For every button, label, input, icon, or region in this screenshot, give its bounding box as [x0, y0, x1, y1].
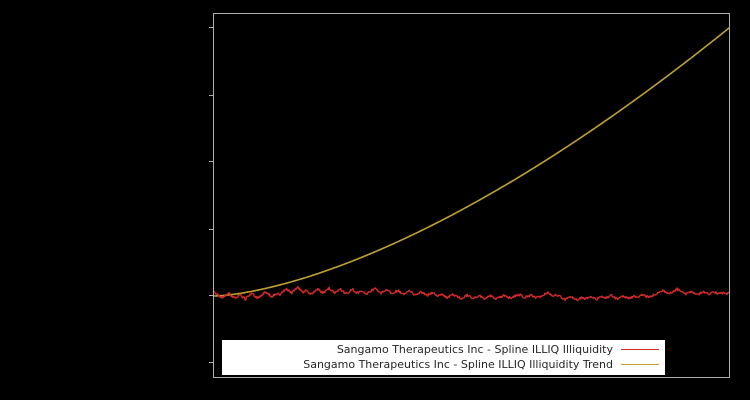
legend-label: Sangamo Therapeutics Inc - Spline ILLIQ … [303, 358, 613, 371]
y-tick-mark [209, 362, 213, 363]
legend-label: Sangamo Therapeutics Inc - Spline ILLIQ … [336, 343, 613, 356]
legend-entry: Sangamo Therapeutics Inc - Spline ILLIQ … [230, 342, 659, 357]
legend-swatch-icon [621, 349, 659, 350]
y-tick-mark [209, 95, 213, 96]
y-tick-mark [209, 295, 213, 296]
series-line-trend [214, 27, 729, 297]
legend: Sangamo Therapeutics Inc - Spline ILLIQ … [222, 340, 665, 375]
plot-area [213, 13, 730, 378]
y-axis: 1000000000000002667577344 10000000000000… [0, 0, 213, 400]
legend-entry: Sangamo Therapeutics Inc - Spline ILLIQ … [230, 357, 659, 372]
plot-canvas [214, 27, 729, 302]
legend-swatch-icon [621, 364, 659, 365]
series-line-illiquidity [214, 286, 729, 302]
y-tick-mark [209, 27, 213, 28]
y-tick-mark [209, 161, 213, 162]
y-tick-mark [209, 229, 213, 230]
